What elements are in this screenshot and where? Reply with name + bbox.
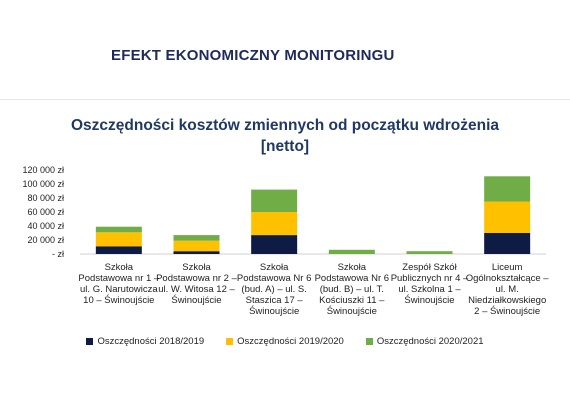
legend-item-2: Oszczędności 2019/2020 (226, 336, 344, 347)
header-band (0, 0, 570, 100)
category-label: Szkoła Podstawowa Nr 6 (bud. A) – ul. S.… (236, 262, 312, 317)
bar-segment-2 (173, 240, 220, 252)
legend-swatch (86, 338, 94, 345)
y-tick-label: 40 000 zł (27, 221, 64, 231)
bar-segment-2 (484, 201, 531, 233)
bar-segment-3 (484, 176, 531, 202)
bar-segment-3 (95, 226, 142, 233)
legend: Oszczędności 2018/2019 Oszczędności 2019/… (0, 336, 570, 347)
category-label: Szkoła Podstawowa Nr 6 (bud. B) – ul. T.… (314, 262, 390, 317)
y-tick-label: 120 000 zł (22, 165, 64, 175)
bar-segment-3 (406, 251, 453, 254)
y-tick-label: 60 000 zł (27, 207, 64, 217)
category-label: Liceum Ogólnokształcące – ul. M. Niedzia… (465, 262, 549, 317)
legend-item-3: Oszczędności 2020/2021 (365, 336, 484, 347)
chart-title-line-2: [netto] (260, 138, 310, 155)
bar-segment-1 (95, 246, 142, 254)
legend-swatch (365, 338, 373, 345)
legend-label: Oszczędności 2018/2019 (97, 336, 205, 347)
category-label: Szkoła Podstawowa nr 1 – ul. G. Narutowi… (78, 262, 160, 306)
legend-label: Oszczędności 2019/2020 (237, 336, 344, 347)
slide-title: EFEKT EKONOMICZNY MONITORINGU (111, 47, 395, 64)
y-tick-label: 80 000 zł (27, 193, 64, 203)
bar-segment-1 (173, 251, 220, 254)
bar-segment-3 (251, 189, 298, 212)
bar-segment-1 (251, 235, 298, 254)
divider (0, 99, 570, 100)
y-tick-label: 100 000 zł (22, 179, 64, 189)
y-tick-label: - zł (52, 249, 64, 259)
chart-title: Oszczędności kosztów zmiennych od począt… (0, 115, 570, 157)
category-label: Szkoła Podstawowa nr 2 – ul. W. Witosa 1… (156, 262, 237, 306)
chart-title-line-1: Oszczędności kosztów zmiennych od począt… (70, 117, 500, 134)
bar-segment-3 (173, 235, 220, 241)
bar-segment-1 (484, 233, 531, 254)
legend-swatch (226, 338, 234, 345)
bar-segment-3 (328, 249, 375, 254)
category-label: Zespół Szkół Publicznych nr 4 – ul. Szko… (390, 262, 469, 306)
bar-segment-2 (95, 232, 142, 247)
bar-segment-2 (251, 212, 298, 236)
legend-label: Oszczędności 2020/2021 (376, 336, 484, 347)
legend-item-1: Oszczędności 2018/2019 (86, 336, 204, 347)
y-tick-label: 20 000 zł (27, 235, 64, 245)
